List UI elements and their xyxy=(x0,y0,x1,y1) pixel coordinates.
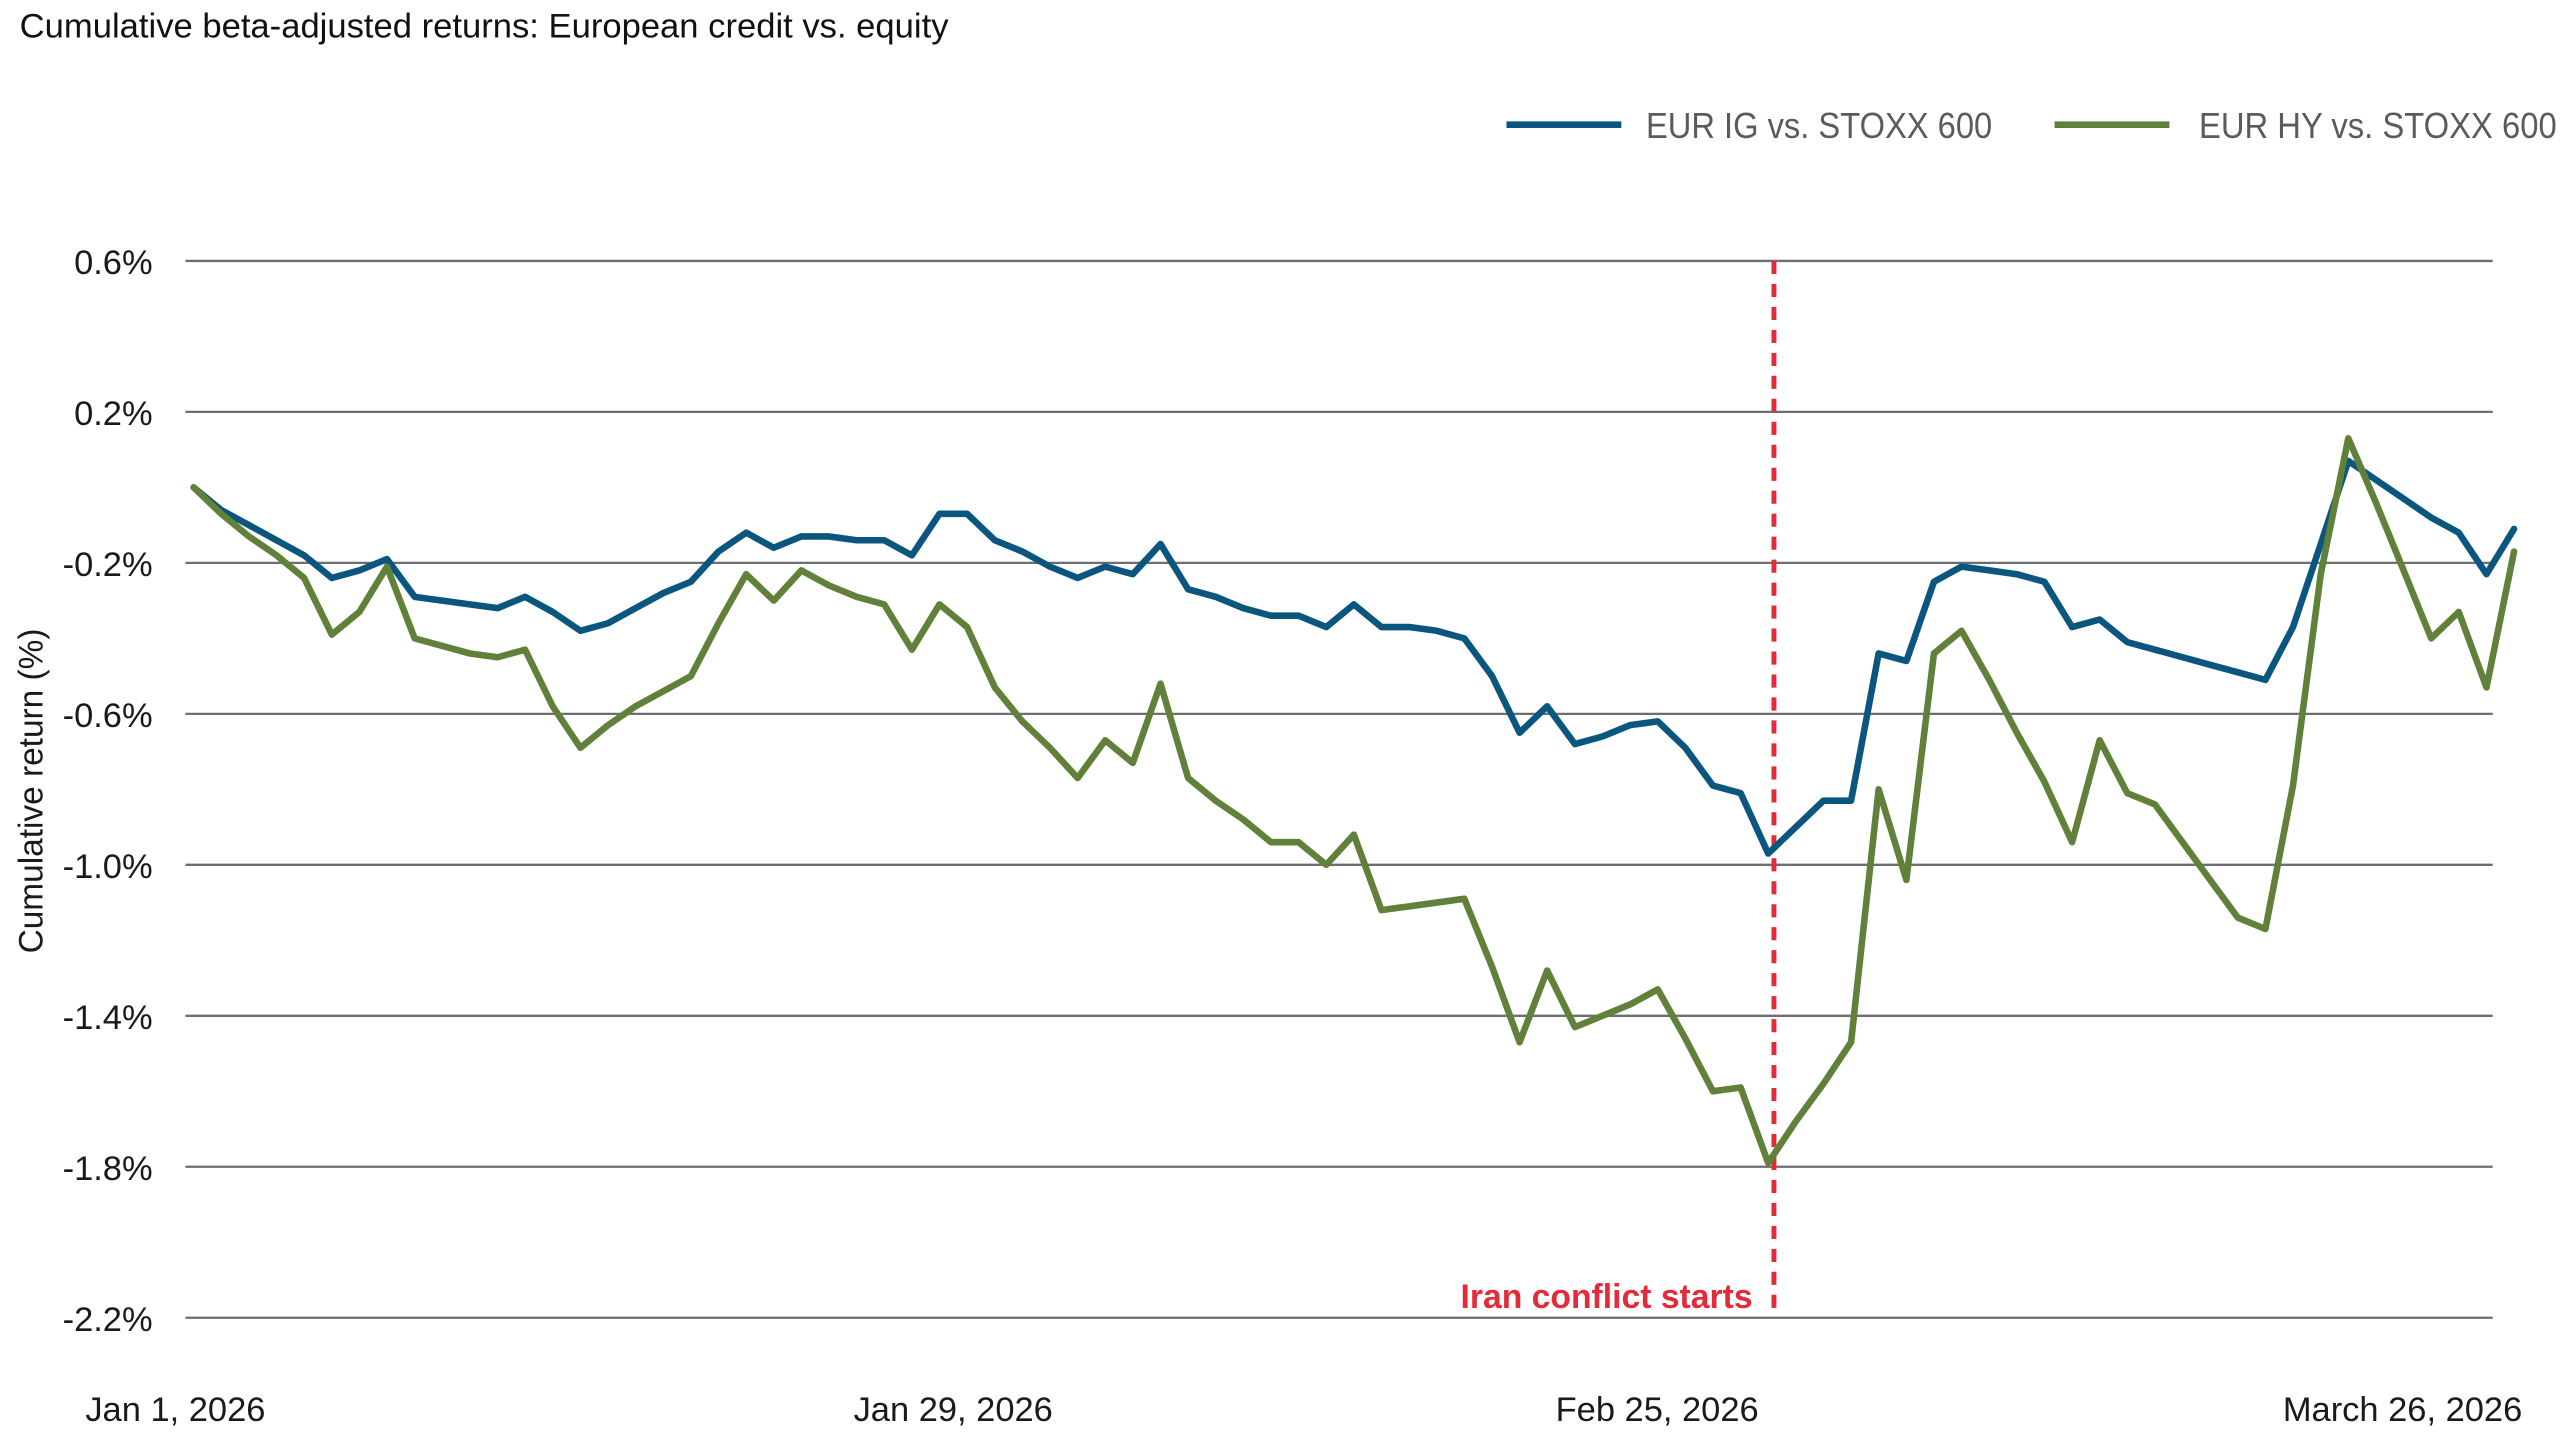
x-axis-ticks: Jan 1, 2026 Jan 29, 2026 Feb 25, 2026 March… xyxy=(85,1391,2522,1429)
gridlines xyxy=(185,259,2493,1319)
series-group xyxy=(190,435,2518,1167)
legend: EUR IG vs. STOXX 600 EUR HY vs. STOXX 60… xyxy=(1506,105,2557,146)
y-tick-label: 0.6% xyxy=(74,244,153,282)
y-tick-label: -2.2% xyxy=(63,1301,153,1339)
y-tick-label: -1.0% xyxy=(63,848,153,886)
chart-title: Cumulative beta-adjusted returns: Europe… xyxy=(20,8,950,46)
x-tick-label: Jan 29, 2026 xyxy=(854,1391,1053,1429)
x-tick-label: March 26, 2026 xyxy=(2283,1391,2522,1429)
y-tick-label: -0.6% xyxy=(63,697,153,735)
y-axis-ticks: 0.6% 0.2% -0.2% -0.6% -1.0% -1.4% -1.8% -2.2% xyxy=(63,244,153,1339)
y-tick-label: -0.2% xyxy=(63,546,153,584)
annotation-group: Iran conflict starts xyxy=(1461,260,1777,1318)
x-tick-label: Jan 1, 2026 xyxy=(85,1391,265,1429)
y-axis-title: Cumulative return (%) xyxy=(13,629,51,954)
y-tick-label: -1.8% xyxy=(63,1150,153,1188)
x-tick-label: Feb 25, 2026 xyxy=(1556,1391,1759,1429)
event-marker-label: Iran conflict starts xyxy=(1461,1278,1753,1316)
series-line-eur-ig xyxy=(190,457,2518,857)
legend-label-hy: EUR HY vs. STOXX 600 xyxy=(2199,105,2557,146)
y-tick-label: 0.2% xyxy=(74,395,153,433)
legend-label-ig: EUR IG vs. STOXX 600 xyxy=(1646,105,1992,146)
series-line-eur-hy xyxy=(190,435,2518,1167)
y-tick-label: -1.4% xyxy=(63,999,153,1037)
